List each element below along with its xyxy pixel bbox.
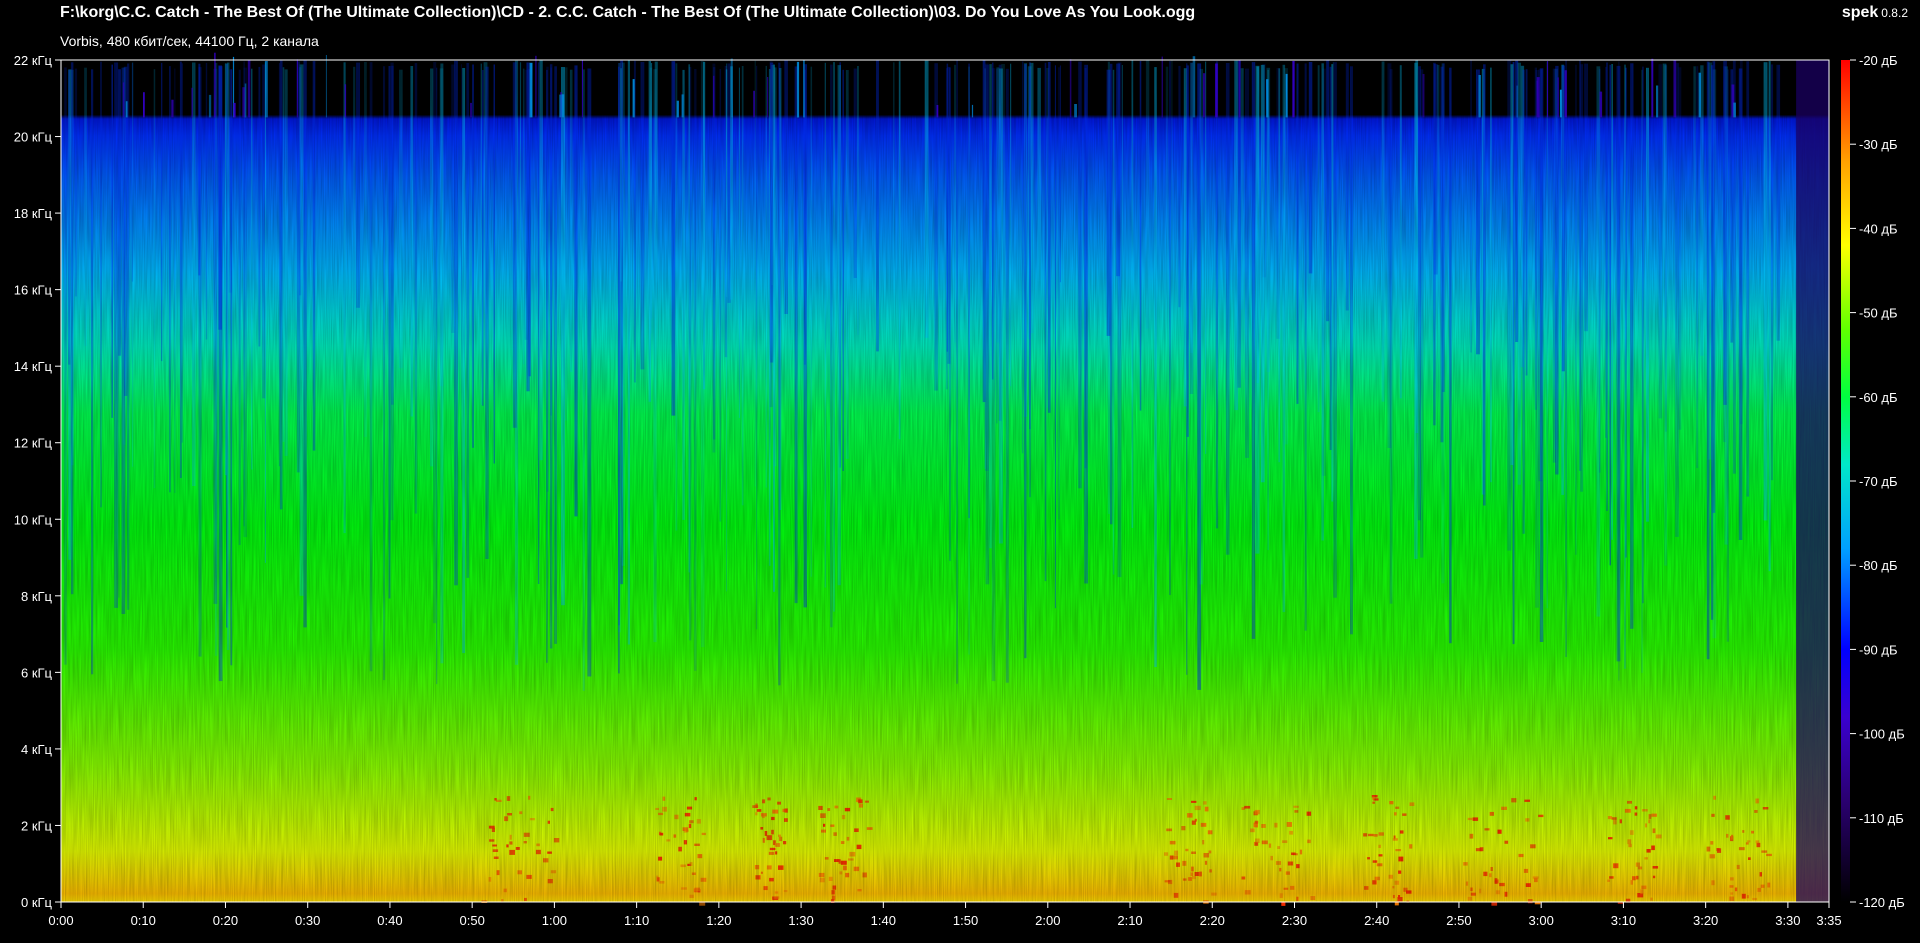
spectrogram-hotspot (1617, 901, 1624, 904)
y-tick-label: 10 кГц (14, 512, 53, 527)
colorbar-tick-label: -100 дБ (1859, 727, 1905, 742)
x-tick-label: 1:00 (542, 913, 567, 928)
x-axis-ticks: 0:00 0:10 0:20 0:30 0:40 0:50 1:00 1:10 1:20 1:30… (48, 902, 1842, 928)
x-tick-label: 3:30 (1775, 913, 1800, 928)
spectrogram-hotspot (1281, 902, 1286, 906)
colorbar-tick-label: -110 дБ (1859, 811, 1904, 826)
db-colorbar (1841, 60, 1850, 902)
colorbar-tick-label: -90 дБ (1859, 642, 1898, 657)
colorbar-tick-label: -50 дБ (1859, 306, 1898, 321)
x-tick-label: 0:30 (295, 913, 320, 928)
x-tick-label: 0:50 (460, 913, 485, 928)
colorbar-tick-label: -30 дБ (1859, 137, 1898, 152)
axes (60, 59, 1830, 903)
y-tick-label: 6 кГц (21, 665, 53, 680)
y-tick-label: 20 кГц (14, 130, 53, 145)
y-axis-ticks: 0 кГц 2 кГц 4 кГц 6 кГц 8 кГц 10 кГц 12 кГц 14 … (14, 53, 61, 910)
x-tick-label: 3:20 (1693, 913, 1718, 928)
stream-info: Vorbis, 480 кбит/сек, 44100 Гц, 2 канала (60, 33, 319, 49)
y-tick-label: 4 кГц (21, 742, 53, 757)
colorbar-tick-label: -20 дБ (1859, 53, 1898, 68)
x-tick-label: 0:40 (377, 913, 402, 928)
y-tick-label: 12 кГц (14, 436, 53, 451)
y-tick-label: 14 кГц (14, 359, 53, 374)
x-tick-label: 3:35 (1816, 913, 1841, 928)
y-tick-label: 0 кГц (21, 895, 53, 910)
app-name: spek (1841, 4, 1879, 21)
x-tick-label: 0:10 (131, 913, 156, 928)
spectrogram-hotspot (1534, 901, 1541, 905)
x-tick-label: 3:10 (1611, 913, 1636, 928)
app-version: 0.8.2 (1881, 6, 1908, 20)
x-tick-label: 0:20 (213, 913, 238, 928)
x-tick-label: 2:40 (1364, 913, 1389, 928)
y-tick-label: 8 кГц (21, 589, 53, 604)
colorbar-tick-label: -40 дБ (1859, 221, 1898, 236)
colorbar-ticks: -20 дБ -30 дБ -40 дБ -50 дБ -60 дБ -70 дБ -80 … (1850, 53, 1905, 910)
x-tick-label: 2:10 (1117, 913, 1142, 928)
app-brand: spek 0.8.2 (1842, 4, 1908, 22)
track-end-fade (1796, 60, 1829, 902)
file-path-title: F:\korg\C.C. Catch - The Best Of (The Ul… (60, 4, 1196, 21)
x-tick-label: 1:40 (871, 913, 896, 928)
x-tick-label: 2:00 (1035, 913, 1060, 928)
x-tick-label: 1:30 (788, 913, 813, 928)
spectrogram-hotspot (699, 901, 706, 906)
x-tick-label: 1:10 (624, 913, 649, 928)
x-tick-label: 0:00 (48, 913, 73, 928)
spectrogram-hotspot (1491, 901, 1498, 906)
x-tick-label: 2:50 (1446, 913, 1471, 928)
spectrogram-area (61, 52, 1829, 906)
colorbar-tick-label: -120 дБ (1859, 895, 1905, 910)
x-tick-label: 3:00 (1529, 913, 1554, 928)
colorbar-tick-label: -60 дБ (1859, 390, 1898, 405)
plot-frame (60, 59, 1830, 903)
x-tick-label: 2:30 (1282, 913, 1307, 928)
x-tick-label: 2:20 (1200, 913, 1225, 928)
y-tick-label: 16 кГц (14, 283, 53, 298)
x-tick-label: 1:20 (706, 913, 731, 928)
y-tick-label: 22 кГц (14, 53, 53, 68)
colorbar-tick-label: -80 дБ (1859, 558, 1898, 573)
x-tick-label: 1:50 (953, 913, 978, 928)
y-tick-label: 2 кГц (21, 818, 53, 833)
spectrogram-hotspot (1394, 901, 1399, 906)
colorbar-tick-label: -70 дБ (1859, 474, 1898, 489)
y-tick-label: 18 кГц (14, 206, 53, 221)
